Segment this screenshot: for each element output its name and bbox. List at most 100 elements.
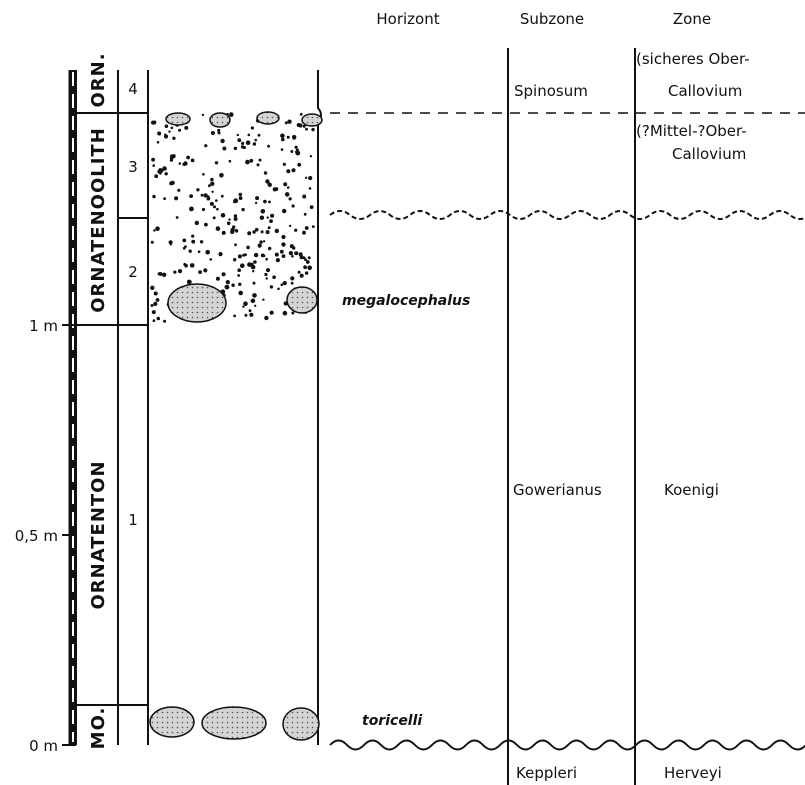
ooid bbox=[213, 216, 216, 219]
ooid bbox=[151, 304, 154, 307]
ooid bbox=[264, 316, 268, 320]
ooid bbox=[202, 173, 205, 176]
unit-label: ORNATENTON bbox=[88, 460, 109, 609]
ooid bbox=[219, 173, 224, 178]
ooid bbox=[176, 216, 179, 219]
ooid bbox=[261, 254, 265, 258]
ooid bbox=[210, 178, 213, 181]
ooid bbox=[292, 204, 295, 207]
ooid bbox=[233, 198, 238, 203]
ooid bbox=[254, 305, 256, 307]
ooid bbox=[297, 163, 301, 167]
ooid bbox=[255, 202, 257, 204]
bed-number: 2 bbox=[128, 263, 138, 281]
zone: Callovium bbox=[672, 145, 746, 163]
ooid bbox=[165, 172, 168, 175]
scale-label: 0 m bbox=[29, 737, 58, 755]
ooid bbox=[169, 240, 173, 244]
ooid bbox=[251, 263, 254, 266]
ooid bbox=[238, 254, 242, 258]
ooid bbox=[291, 312, 294, 315]
ooid bbox=[264, 171, 267, 174]
ooid bbox=[184, 126, 188, 130]
ooid bbox=[229, 112, 234, 117]
ooid bbox=[299, 252, 303, 256]
ooid bbox=[195, 221, 199, 225]
ooid bbox=[152, 195, 155, 198]
ooid bbox=[268, 226, 271, 229]
ooid bbox=[182, 239, 186, 243]
ooid bbox=[189, 207, 194, 212]
ooid bbox=[229, 160, 232, 163]
ooid bbox=[259, 240, 262, 243]
ooid bbox=[240, 263, 245, 268]
ooid bbox=[222, 231, 226, 235]
ooid bbox=[222, 147, 226, 151]
ooid bbox=[265, 258, 268, 261]
ooid bbox=[282, 254, 286, 258]
ooid bbox=[283, 163, 286, 166]
ooid bbox=[248, 134, 251, 137]
unconformity bbox=[330, 741, 805, 750]
ooid bbox=[289, 197, 292, 200]
ooid bbox=[165, 124, 169, 128]
ooid bbox=[264, 273, 267, 276]
ooid bbox=[221, 213, 226, 218]
ooid bbox=[220, 139, 224, 143]
ooid bbox=[191, 159, 195, 163]
ooid bbox=[272, 275, 276, 279]
concretion bbox=[166, 113, 190, 125]
bed-number: 4 bbox=[128, 80, 138, 98]
ooid bbox=[253, 282, 256, 285]
ooid bbox=[290, 276, 294, 280]
ooid bbox=[233, 315, 236, 318]
ooid bbox=[246, 246, 250, 250]
ooid bbox=[305, 177, 307, 179]
ooid bbox=[310, 155, 312, 157]
horizon: toricelli bbox=[362, 713, 422, 729]
ooid bbox=[196, 188, 199, 191]
ooid bbox=[263, 200, 267, 204]
ooid bbox=[157, 132, 161, 136]
ooid bbox=[287, 120, 291, 124]
ooid bbox=[249, 313, 253, 317]
header: Horizont bbox=[376, 10, 439, 28]
ooid bbox=[208, 184, 211, 187]
ooid bbox=[289, 251, 293, 255]
zone: Koenigi bbox=[664, 481, 719, 499]
ooid bbox=[307, 266, 312, 271]
ooid bbox=[267, 145, 270, 148]
ooid bbox=[210, 258, 213, 261]
header: Subzone bbox=[520, 10, 584, 28]
ooid bbox=[178, 269, 182, 273]
ooid bbox=[168, 130, 170, 132]
ooid bbox=[254, 253, 258, 257]
ooid bbox=[204, 144, 207, 147]
ooid bbox=[203, 268, 207, 272]
ooid bbox=[169, 181, 173, 185]
ooid bbox=[258, 244, 262, 248]
ooid bbox=[290, 150, 293, 153]
ooid bbox=[309, 187, 312, 190]
ooid bbox=[266, 230, 270, 234]
ooid bbox=[244, 314, 247, 317]
ooid bbox=[266, 277, 268, 279]
ooid bbox=[251, 126, 254, 129]
ooid bbox=[281, 242, 285, 246]
ooid bbox=[231, 284, 234, 287]
ooid bbox=[286, 169, 290, 173]
ooid bbox=[285, 192, 290, 197]
unconformity bbox=[330, 211, 805, 219]
ooid bbox=[295, 146, 298, 149]
concretion bbox=[168, 284, 226, 322]
ooid bbox=[151, 241, 154, 244]
ooid bbox=[153, 229, 155, 231]
ooid bbox=[170, 159, 173, 162]
bed-number: 1 bbox=[128, 511, 138, 529]
zone: (?Mittel-?Ober- bbox=[636, 122, 747, 140]
zone: Herveyi bbox=[664, 764, 722, 782]
horizon: megalocephalus bbox=[342, 293, 470, 309]
bed-number: 3 bbox=[128, 158, 138, 176]
concretion bbox=[283, 708, 319, 740]
ooid bbox=[215, 161, 218, 164]
